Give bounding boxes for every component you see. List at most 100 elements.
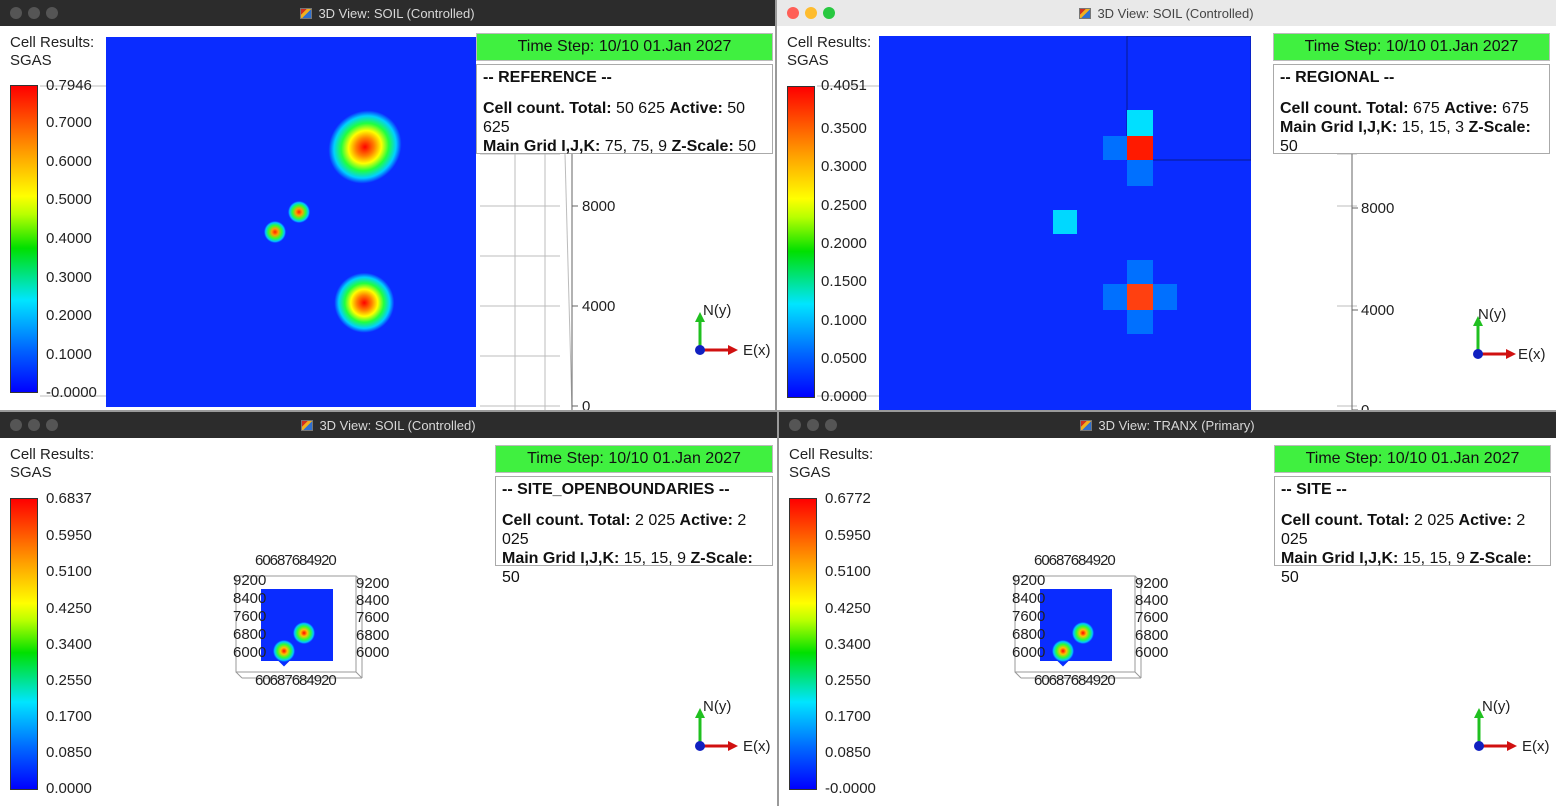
grid-axis-tick: 6800 <box>356 627 390 644</box>
axis-triad-icon <box>1474 708 1517 751</box>
3d-viewport[interactable]: Cell Results: SGAS 0.6837 0.5950 0.5100 0… <box>0 438 777 806</box>
grid-axis-top-labels: 60687684920 <box>1034 552 1116 569</box>
legend-tick: 0.7000 <box>46 114 92 131</box>
legend-tick: 0.1700 <box>825 708 871 725</box>
grid-axis-bottom-labels: 60687684920 <box>255 672 337 689</box>
north-axis-label: N(y) <box>703 302 732 319</box>
case-name: -- SITE_OPENBOUNDARIES -- <box>502 481 730 498</box>
3d-viewport[interactable]: Cell Results: SGAS 0.7946 0.7000 0.6000 0… <box>0 26 775 412</box>
legend-tick: 0.2500 <box>821 197 867 214</box>
regional-cell <box>1053 210 1077 234</box>
close-icon[interactable] <box>10 7 22 19</box>
legend-tick: 0.0500 <box>821 350 867 367</box>
regional-cell <box>1127 160 1153 186</box>
window-titlebar[interactable]: 3D View: SOIL (Controlled) <box>0 0 775 26</box>
grid-axis-tick: 9200 <box>1012 572 1046 589</box>
case-info-box: -- SITE_OPENBOUNDARIES -- Cell count. To… <box>495 476 773 586</box>
close-icon[interactable] <box>787 7 799 19</box>
grid-axis-tick: 6000 <box>1135 644 1169 661</box>
legend-tick: 0.2550 <box>46 672 92 689</box>
legend-tick: 0.5100 <box>825 563 871 580</box>
regional-cell <box>1127 284 1153 310</box>
grid-axis-tick: 8400 <box>1012 590 1046 607</box>
legend-tick: 0.1000 <box>46 346 92 363</box>
legend-title: Cell Results: SGAS <box>10 34 95 69</box>
traffic-lights <box>789 419 843 434</box>
close-icon[interactable] <box>10 419 22 431</box>
background-grid <box>817 85 1358 412</box>
app-icon <box>1079 8 1092 19</box>
window-divider-horizontal <box>0 410 1556 412</box>
minimize-icon[interactable] <box>28 7 40 19</box>
cell-count-line: Cell count. Total: 50 625 Active: 50 625 <box>483 100 746 136</box>
grid-axis-tick: 8400 <box>233 590 267 607</box>
cell-result-plot[interactable] <box>106 37 476 407</box>
maximize-icon[interactable] <box>46 7 58 19</box>
legend-tick: 0.1500 <box>821 273 867 290</box>
regional-cell <box>1127 310 1153 334</box>
legend-tick: 0.4250 <box>46 600 92 617</box>
grid-axis-tick: 7600 <box>356 609 390 626</box>
time-step-banner: Time Step: 10/10 01.Jan 2027 <box>476 33 773 61</box>
grid-axis-tick: 9200 <box>233 572 267 589</box>
window-title: 3D View: TRANX (Primary) <box>1098 418 1255 433</box>
maximize-icon[interactable] <box>823 7 835 19</box>
grid-axis-tick: 9200 <box>1135 575 1169 592</box>
maximize-icon[interactable] <box>825 419 837 431</box>
reference-plume-2 <box>321 260 407 346</box>
maximize-icon[interactable] <box>46 419 58 431</box>
axis-triad-icon <box>695 708 738 751</box>
regional-cell <box>1103 284 1127 310</box>
grid-axis-top-labels: 60687684920 <box>255 552 337 569</box>
legend-tick: 0.6837 <box>46 490 92 507</box>
window-title: 3D View: SOIL (Controlled) <box>318 6 475 21</box>
legend-tick: -0.0000 <box>825 780 876 797</box>
cell-count-line: Cell count. Total: 2 025 Active: 2 025 <box>502 512 747 548</box>
minimize-icon[interactable] <box>807 419 819 431</box>
case-name: -- SITE -- <box>1281 481 1347 498</box>
grid-axis-tick: 6000 <box>233 644 267 661</box>
cell-result-plot[interactable] <box>879 36 1251 410</box>
east-axis-label: E(x) <box>743 738 771 755</box>
color-legend-bar <box>787 86 815 398</box>
window-titlebar[interactable]: 3D View: SOIL (Controlled) <box>0 412 777 438</box>
view-window-regional[interactable]: 3D View: SOIL (Controlled) <box>777 0 1556 412</box>
view-window-site[interactable]: 3D View: TRANX (Primary) Cell Results: SG… <box>779 412 1556 806</box>
cell-result-plot[interactable] <box>1007 554 1167 684</box>
legend-tick: 0.3400 <box>825 636 871 653</box>
legend-tick: 0.3400 <box>46 636 92 653</box>
grid-dims-line: Main Grid I,J,K: 15, 15, 9 Z-Scale: 50 <box>502 550 753 586</box>
reference-plume-3 <box>283 196 315 228</box>
color-legend-bar <box>789 498 817 790</box>
grid-axis-tick: 9200 <box>356 575 390 592</box>
legend-tick: 0.4250 <box>825 600 871 617</box>
east-axis-label: E(x) <box>1518 346 1546 363</box>
window-titlebar[interactable]: 3D View: SOIL (Controlled) <box>777 0 1556 27</box>
window-title: 3D View: SOIL (Controlled) <box>319 418 476 433</box>
north-axis-label: N(y) <box>1482 698 1511 715</box>
legend-tick: -0.0000 <box>46 384 97 401</box>
legend-tick: 0.0850 <box>46 744 92 761</box>
minimize-icon[interactable] <box>805 7 817 19</box>
grid-axis-bottom-labels: 60687684920 <box>1034 672 1116 689</box>
grid-axis-tick: 7600 <box>233 608 267 625</box>
axis-tick-label: 0 <box>582 398 591 412</box>
view-window-site-openboundaries[interactable]: 3D View: SOIL (Controlled) Cell Results:… <box>0 412 777 806</box>
minimize-icon[interactable] <box>28 419 40 431</box>
close-icon[interactable] <box>789 419 801 431</box>
time-step-banner: Time Step: 10/10 01.Jan 2027 <box>1274 445 1551 473</box>
window-titlebar[interactable]: 3D View: TRANX (Primary) <box>779 412 1556 438</box>
reference-plume-1 <box>313 95 417 199</box>
legend-tick: 0.6772 <box>825 490 871 507</box>
cell-result-plot[interactable] <box>228 554 388 684</box>
legend-tick: 0.4051 <box>821 77 867 94</box>
legend-tick: 0.2550 <box>825 672 871 689</box>
grid-dims-line: Main Grid I,J,K: 15, 15, 3 Z-Scale: 50 <box>1280 119 1531 155</box>
legend-title: Cell Results: SGAS <box>787 34 872 69</box>
3d-viewport[interactable]: Cell Results: SGAS 0.6772 0.5950 0.5100 0… <box>779 438 1556 806</box>
legend-tick: 0.2000 <box>46 307 92 324</box>
grid-axis-tick: 6800 <box>1012 626 1046 643</box>
view-window-reference[interactable]: 3D View: SOIL (Controlled) <box>0 0 775 412</box>
regional-cell <box>1127 110 1153 136</box>
3d-viewport[interactable]: Cell Results: SGAS 0.4051 0.3500 0.3000 0… <box>777 26 1556 412</box>
